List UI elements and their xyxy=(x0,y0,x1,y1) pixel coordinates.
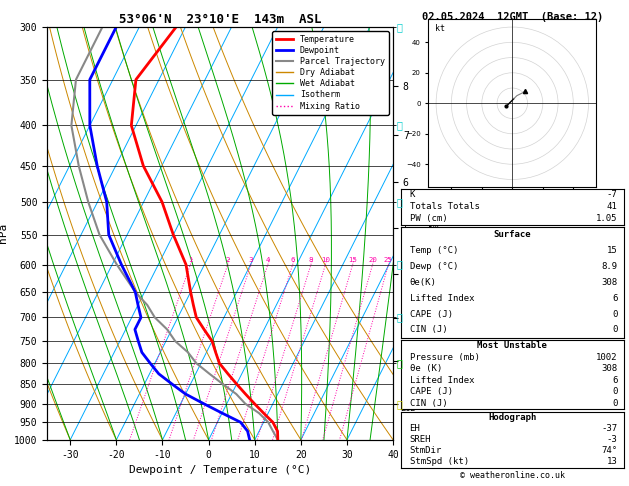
Text: 2: 2 xyxy=(226,258,230,263)
Text: © weatheronline.co.uk: © weatheronline.co.uk xyxy=(460,471,565,480)
Y-axis label: km
ASL: km ASL xyxy=(425,223,443,244)
Text: 1002: 1002 xyxy=(596,353,617,362)
Text: SREH: SREH xyxy=(409,435,431,444)
Text: StmDir: StmDir xyxy=(409,446,442,455)
Text: -7: -7 xyxy=(606,191,617,199)
Text: 0: 0 xyxy=(612,310,617,318)
Text: ⦆: ⦆ xyxy=(396,358,402,368)
Text: Most Unstable: Most Unstable xyxy=(477,342,547,350)
Text: 1.05: 1.05 xyxy=(596,214,617,223)
Text: θe (K): θe (K) xyxy=(409,364,442,373)
Text: Lifted Index: Lifted Index xyxy=(409,376,474,385)
Text: 10: 10 xyxy=(321,258,330,263)
Text: 3: 3 xyxy=(248,258,253,263)
Text: LCL: LCL xyxy=(400,404,415,413)
Text: 6: 6 xyxy=(612,376,617,385)
Text: EH: EH xyxy=(409,424,420,433)
Text: 6: 6 xyxy=(612,294,617,303)
Text: Temp (°C): Temp (°C) xyxy=(409,246,458,255)
Text: 0: 0 xyxy=(612,325,617,334)
Text: 4: 4 xyxy=(265,258,270,263)
Text: CAPE (J): CAPE (J) xyxy=(409,310,453,318)
Text: 02.05.2024  12GMT  (Base: 12): 02.05.2024 12GMT (Base: 12) xyxy=(421,12,603,22)
Text: ⦆: ⦆ xyxy=(396,312,402,322)
Y-axis label: hPa: hPa xyxy=(0,223,8,243)
Text: θe(K): θe(K) xyxy=(409,278,437,287)
Legend: Temperature, Dewpoint, Parcel Trajectory, Dry Adiabat, Wet Adiabat, Isotherm, Mi: Temperature, Dewpoint, Parcel Trajectory… xyxy=(272,31,389,115)
Text: 1: 1 xyxy=(188,258,192,263)
Text: 15: 15 xyxy=(606,246,617,255)
Text: ⦆: ⦆ xyxy=(396,121,402,130)
Text: ⦆: ⦆ xyxy=(396,197,402,207)
Text: 8.9: 8.9 xyxy=(601,262,617,271)
Text: Hodograph: Hodograph xyxy=(488,413,537,422)
Text: 308: 308 xyxy=(601,364,617,373)
Text: CIN (J): CIN (J) xyxy=(409,399,447,408)
Text: 13: 13 xyxy=(606,457,617,467)
Text: -37: -37 xyxy=(601,424,617,433)
Text: 0: 0 xyxy=(612,399,617,408)
Text: ⦆: ⦆ xyxy=(396,260,402,270)
Text: -3: -3 xyxy=(606,435,617,444)
Text: kt: kt xyxy=(435,24,445,34)
Text: Lifted Index: Lifted Index xyxy=(409,294,474,303)
X-axis label: Dewpoint / Temperature (°C): Dewpoint / Temperature (°C) xyxy=(129,465,311,475)
Text: Pressure (mb): Pressure (mb) xyxy=(409,353,479,362)
Text: 8: 8 xyxy=(309,258,313,263)
Text: 25: 25 xyxy=(384,258,392,263)
Text: 0: 0 xyxy=(612,387,617,397)
Text: ⦆: ⦆ xyxy=(396,399,402,409)
Text: Surface: Surface xyxy=(494,230,531,240)
Text: K: K xyxy=(409,191,415,199)
Text: StmSpd (kt): StmSpd (kt) xyxy=(409,457,469,467)
Text: 74°: 74° xyxy=(601,446,617,455)
Text: ⦆: ⦆ xyxy=(396,22,402,32)
Text: Dewp (°C): Dewp (°C) xyxy=(409,262,458,271)
Text: 6: 6 xyxy=(291,258,295,263)
Text: 41: 41 xyxy=(606,202,617,211)
Text: 20: 20 xyxy=(368,258,377,263)
Title: 53°06'N  23°10'E  143m  ASL: 53°06'N 23°10'E 143m ASL xyxy=(119,13,321,26)
Text: PW (cm): PW (cm) xyxy=(409,214,447,223)
Text: Totals Totals: Totals Totals xyxy=(409,202,479,211)
Text: CAPE (J): CAPE (J) xyxy=(409,387,453,397)
Text: 15: 15 xyxy=(348,258,357,263)
Text: CIN (J): CIN (J) xyxy=(409,325,447,334)
Text: 308: 308 xyxy=(601,278,617,287)
